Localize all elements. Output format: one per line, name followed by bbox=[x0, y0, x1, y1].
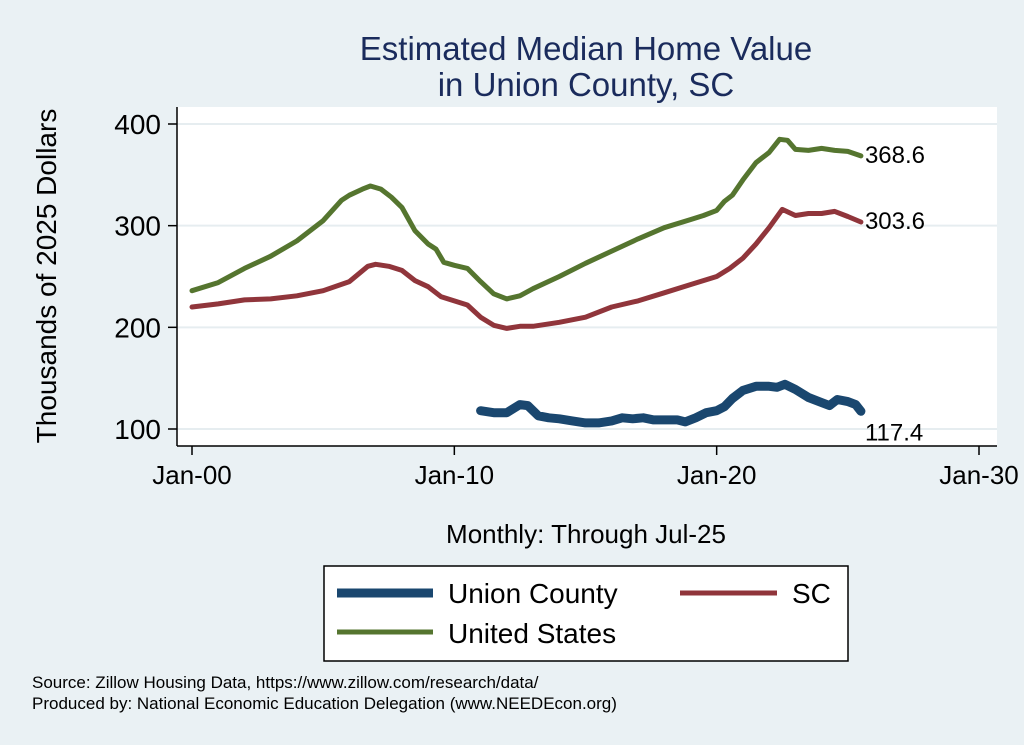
end-label-union-county: 117.4 bbox=[865, 419, 923, 446]
x-tick-label-Jan-30: Jan-30 bbox=[939, 460, 1019, 490]
end-label-united-states: 368.6 bbox=[865, 142, 925, 169]
x-tick-label-Jan-20: Jan-20 bbox=[677, 460, 757, 490]
series-line-union-county bbox=[476, 379, 866, 428]
end-labels: 117.4 303.6 368.6 bbox=[865, 142, 925, 446]
legend-box bbox=[323, 565, 849, 662]
legend-label-united-states: United States bbox=[448, 618, 616, 649]
y-tick-label-300: 300 bbox=[114, 211, 161, 242]
y-tick-label-200: 200 bbox=[114, 312, 161, 343]
chart-title-line-2: in Union County, SC bbox=[438, 66, 735, 103]
producer-note: Produced by: National Economic Education… bbox=[32, 694, 617, 713]
x-tick-label-Jan-00: Jan-00 bbox=[152, 460, 232, 490]
footer: Source: Zillow Housing Data, https://www… bbox=[32, 672, 617, 714]
source-note: Source: Zillow Housing Data, https://www… bbox=[32, 673, 539, 692]
axes: 100 200 300 400 Jan-00 Jan-10 Jan-20 Jan-30 bbox=[114, 107, 1019, 490]
series-line-united-states bbox=[189, 136, 864, 302]
x-axis-title: Monthly: Through Jul-25 bbox=[446, 519, 726, 549]
y-tick-label-100: 100 bbox=[114, 414, 161, 445]
legend-label-union-county: Union County bbox=[448, 578, 618, 609]
series-line-sc bbox=[189, 206, 864, 331]
end-label-sc: 303.6 bbox=[865, 208, 925, 235]
plot-area bbox=[177, 107, 997, 446]
series-layer bbox=[189, 136, 866, 428]
x-tick-label-Jan-10: Jan-10 bbox=[415, 460, 495, 490]
y-tick-label-400: 400 bbox=[114, 109, 161, 140]
legend: Union County SC United States bbox=[323, 565, 849, 662]
legend-label-sc: SC bbox=[792, 578, 831, 609]
chart: Estimated Median Home Value in Union Cou… bbox=[31, 30, 1019, 662]
y-axis-title: Thousands of 2025 Dollars bbox=[31, 109, 62, 444]
chart-title-line-1: Estimated Median Home Value bbox=[360, 30, 812, 67]
